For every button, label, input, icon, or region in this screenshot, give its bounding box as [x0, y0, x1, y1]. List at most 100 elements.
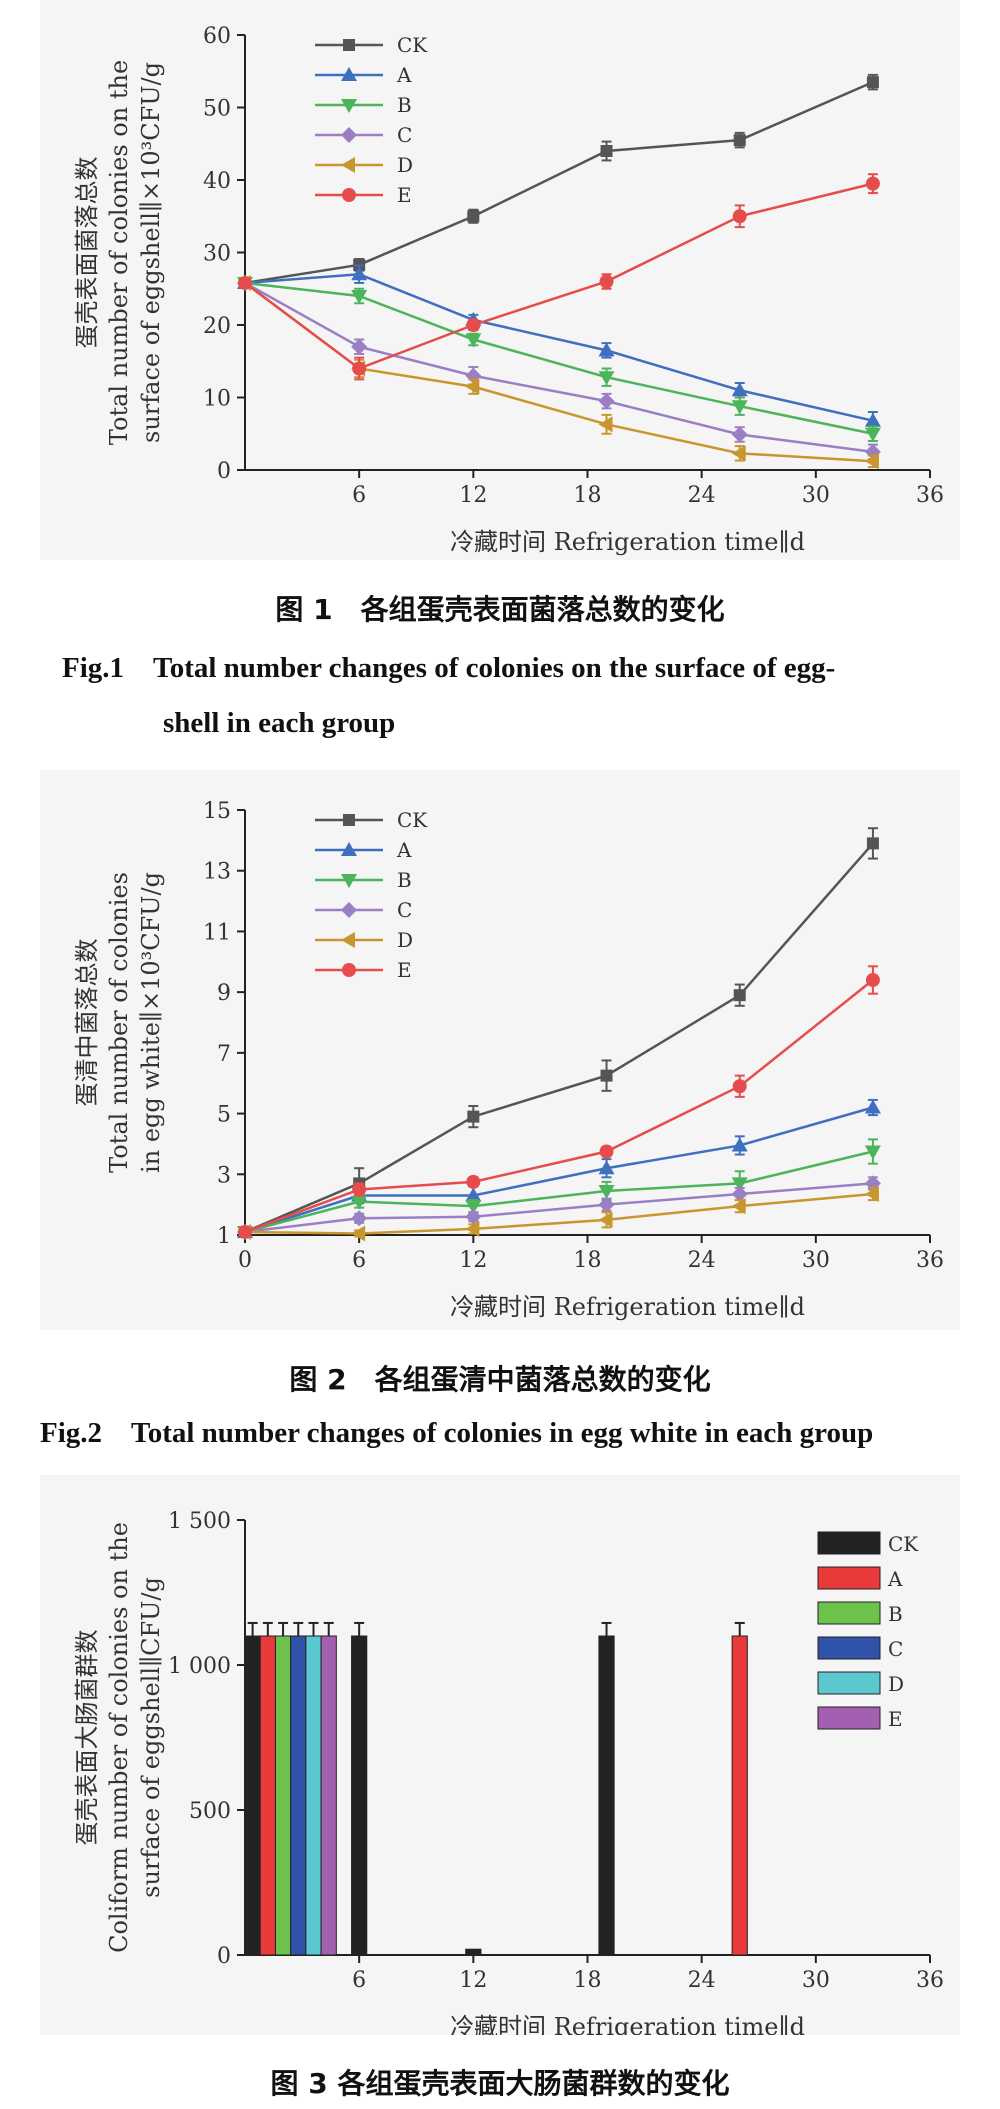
- chart1-ylabel-line2: Total number of colonies on the: [105, 60, 133, 445]
- chart2-legend-marker-D: [341, 932, 355, 948]
- chart1-ylabel-line1: 蛋壳表面菌落总数: [73, 157, 101, 349]
- chart1-point-E: [599, 274, 614, 289]
- figure-3-caption-cn: 图 3 各组蛋壳表面大肠菌群数的变化: [270, 2067, 730, 2100]
- chart1-point-CK: [600, 145, 613, 157]
- chart1-ytick-label: 60: [203, 24, 231, 49]
- chart3-xtick-label: 12: [459, 1968, 487, 1993]
- figure-1-caption-en-line1: Fig.1 Total number changes of colonies o…: [62, 652, 836, 684]
- chart2-point-A: [598, 1160, 615, 1175]
- chart1-point-E: [238, 275, 252, 290]
- chart1-point-E: [865, 176, 880, 191]
- chart1-point-C: [731, 426, 748, 443]
- chart2-point-D: [864, 1186, 879, 1203]
- figure-1-caption-cn: 图 1 各组蛋壳表面菌落总数的变化: [275, 593, 725, 626]
- chart2-legend-label-CK: CK: [397, 808, 428, 832]
- chart2-ytick-label: 5: [217, 1103, 231, 1128]
- chart1-legend-label-A: A: [396, 63, 412, 87]
- chart2-point-C: [465, 1208, 482, 1225]
- chart3-legend-swatch-C: [817, 1636, 881, 1660]
- chart2-point-CK: [600, 1069, 613, 1082]
- chart2-ytick-label: 1: [217, 1224, 231, 1249]
- chart1-xtick-label: 24: [688, 483, 716, 508]
- chart2-legend-label-C: C: [397, 898, 412, 922]
- chart2-xtick-label: 6: [352, 1248, 366, 1273]
- chart3-ytick-label: 1 000: [168, 1654, 231, 1679]
- chart1-series-B: [237, 276, 881, 442]
- chart2-xtick-label: 30: [802, 1248, 830, 1273]
- chart1-line-E: [244, 182, 874, 370]
- chart2-point-CK: [733, 989, 746, 1002]
- chart3-ytick-label: 1 500: [168, 1509, 231, 1534]
- chart1-series-CK: [239, 73, 879, 289]
- chart2-xlabel: 冷藏时间 Refrigeration time∥d: [450, 1293, 805, 1321]
- chart3-legend-label-C: C: [888, 1637, 903, 1661]
- chart1-point-E: [466, 318, 481, 332]
- chart1-point-D: [864, 453, 879, 470]
- chart3-legend-swatch-D: [817, 1671, 881, 1695]
- chart2-point-E: [238, 1224, 252, 1239]
- chart1-legend-marker-E: [342, 188, 356, 202]
- chart2-legend-marker-A: [341, 842, 357, 856]
- chart1-point-D: [598, 416, 613, 433]
- chart1-line-CK: [244, 80, 874, 285]
- chart1-legend-label-CK: CK: [397, 33, 428, 57]
- chart2-ylabel-line3: in egg white∥×10³CFU/g: [137, 872, 165, 1173]
- chart2-point-D: [731, 1198, 746, 1215]
- chart1-point-B: [731, 400, 748, 415]
- chart1-legend-marker-A: [341, 67, 357, 81]
- chart2-ytick-label: 11: [203, 920, 231, 945]
- chart1-point-C: [351, 338, 368, 355]
- chart2-legend-marker-E: [342, 963, 356, 977]
- chart2-legend-label-E: E: [397, 958, 412, 982]
- chart2-xtick-label: 18: [574, 1248, 602, 1273]
- chart1-point-E: [352, 361, 367, 376]
- chart3-xtick-label: 36: [916, 1968, 944, 1993]
- chart3-bar-D: [305, 1635, 322, 1956]
- chart3-xtick-label: 18: [574, 1968, 602, 1993]
- chart2-legend-marker-C: [341, 902, 357, 918]
- chart3-xtick-label: 24: [688, 1968, 716, 1993]
- chart3-bar-B: [274, 1635, 292, 1956]
- chart1-point-CK: [866, 76, 879, 89]
- chart2-point-C: [351, 1210, 368, 1227]
- chart1-ytick-label: 40: [203, 169, 231, 194]
- chart2-series-E: [238, 965, 880, 1239]
- chart2-ytick-label: 7: [217, 1042, 231, 1067]
- chart2-line-B: [244, 1150, 874, 1234]
- chart2-legend-marker-B: [341, 874, 357, 888]
- chart2-point-E: [865, 973, 880, 987]
- chart2-series-CK: [239, 827, 879, 1238]
- chart1-line-C: [244, 281, 874, 454]
- chart3-ytick-label: 0: [217, 1944, 231, 1969]
- chart1-point-C: [598, 393, 615, 410]
- figure-2-panel: 1 3 5 7 9 11 13 15 0 6 12 18 24 30 36 冷藏时间 Refrigeratio…: [40, 770, 960, 1330]
- chart2-legend-label-B: B: [397, 868, 412, 892]
- chart3-legend-swatch-A: [817, 1566, 881, 1590]
- chart1-point-B: [351, 290, 368, 304]
- chart2-point-E: [599, 1144, 614, 1159]
- chart1-ytick-label: 50: [203, 97, 231, 122]
- chart2-xtick-label: 24: [688, 1248, 716, 1273]
- chart3-bar-CK: [598, 1635, 615, 1956]
- chart2-xtick-label: 36: [916, 1248, 944, 1273]
- chart2-legend-label-A: A: [396, 838, 412, 862]
- chart2-ytick-label: 13: [203, 860, 231, 885]
- chart2-legend-marker-CK: [343, 814, 355, 826]
- chart3-xtick-label: 30: [802, 1968, 830, 1993]
- chart1-legend-marker-C: [341, 127, 357, 143]
- chart3-ylabel-line3: surface of eggshell∥CFU/g: [137, 1577, 165, 1898]
- figure-1-caption-en-line2: shell in each group: [163, 707, 396, 739]
- chart3-ylabel-line1: 蛋壳表面大肠菌群数: [73, 1630, 101, 1846]
- figure-2-caption-en-line1: Fig.2 Total number changes of colonies i…: [40, 1417, 874, 1449]
- chart2-line-CK: [244, 842, 874, 1234]
- chart1-series-C: [237, 274, 881, 461]
- chart2-point-B: [465, 1200, 482, 1215]
- chart3-bar-CK: [351, 1635, 368, 1956]
- chart1-point-B: [465, 333, 482, 348]
- chart2-point-A: [465, 1187, 482, 1202]
- chart3-legend-label-CK: CK: [888, 1532, 919, 1556]
- chart1-line-B: [244, 281, 874, 435]
- chart2-point-B: [864, 1145, 881, 1160]
- chart2-point-C: [731, 1186, 748, 1203]
